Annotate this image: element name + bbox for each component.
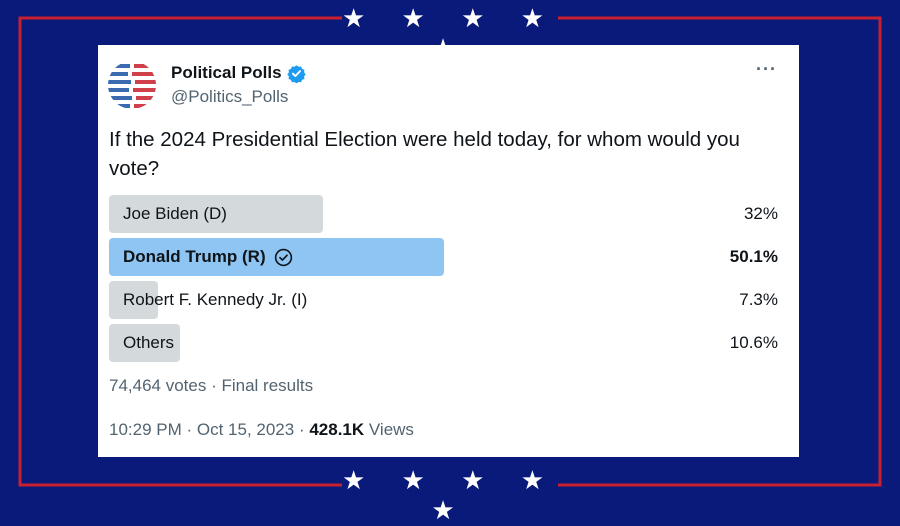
political-polls-avatar[interactable] (108, 61, 156, 109)
poll-option-trump: Donald Trump (R) 50.1% (109, 238, 778, 276)
poll-option-bar (109, 195, 323, 233)
tweet-card: Political Polls @Politics_Polls ··· If t… (98, 45, 799, 457)
verified-badge-icon (286, 64, 306, 83)
meta-separator: · (294, 420, 310, 439)
poll-option-label: Donald Trump (R) (123, 247, 266, 266)
author-display-name[interactable]: Political Polls (171, 63, 282, 82)
poll-option-bar (109, 324, 180, 362)
poll-option-percent: 50.1% (729, 247, 778, 266)
poll-option-bar (109, 281, 158, 319)
summary-separator: · (206, 376, 222, 395)
poll-option-percent: 32% (743, 204, 778, 223)
more-options-icon[interactable]: ··· (756, 59, 777, 79)
poll-question: If the 2024 Presidential Election were h… (109, 128, 740, 180)
poll-option-percent: 10.6% (729, 333, 778, 352)
poll-option-biden: Joe Biden (D) 32% (109, 195, 778, 233)
vote-count: 74,464 votes (109, 376, 207, 395)
views-count: 428.1K (309, 420, 365, 439)
poll-option-kennedy: Robert F. Kennedy Jr. (I) 7.3% (109, 281, 778, 319)
poll-option-label: Others (123, 333, 175, 352)
poll-option-percent: 7.3% (739, 290, 778, 309)
tweet-time[interactable]: 10:29 PM (109, 420, 182, 439)
poll-option-others: Others 10.6% (109, 324, 778, 362)
poll-option-bar-winner (109, 238, 444, 276)
poll-option-label: Joe Biden (D) (123, 204, 227, 223)
poll-summary: 74,464 votes · Final results (109, 376, 313, 396)
tweet-date[interactable]: Oct 15, 2023 (196, 420, 295, 439)
poll-option-label: Robert F. Kennedy Jr. (I) (123, 290, 308, 309)
bottom-stars: ★ ★ ★ ★ ★ (341, 466, 559, 526)
meta-separator: · (181, 420, 197, 439)
winner-check-icon (274, 248, 292, 266)
views-label: Views (368, 420, 414, 439)
author-name-row: Political Polls (171, 63, 306, 83)
author-handle[interactable]: @Politics_Polls (171, 87, 289, 106)
flag-frame-border (18, 16, 882, 487)
tweet-meta: 10:29 PM · Oct 15, 2023 · 428.1K Views (109, 420, 414, 440)
poll-status: Final results (221, 376, 314, 395)
